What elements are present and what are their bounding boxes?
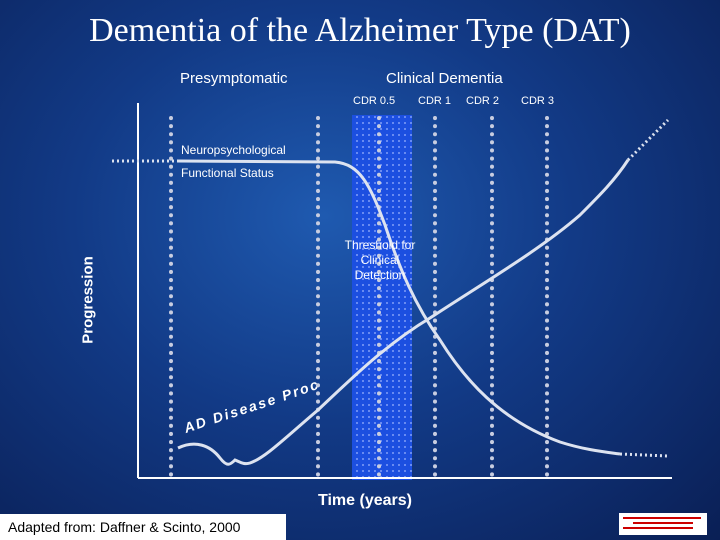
label-ad-disease-process: AD Disease Process [0, 0, 322, 436]
cdr-label-3: CDR 3 [521, 95, 555, 107]
cdr-label-0-5: CDR 0.5 [353, 95, 396, 107]
disease-curve-dotted-end [626, 118, 670, 162]
label-functional-status: Functional Status [181, 166, 274, 180]
label-neuropsychological: Neuropsychological [181, 143, 286, 157]
y-axis-label: Progression [79, 256, 97, 344]
cdr-label-2: CDR 2 [466, 95, 500, 107]
disease-process-curve [177, 159, 630, 466]
publisher-logo [619, 513, 707, 535]
phase-label-clinical-dementia: Clinical Dementia [386, 70, 503, 87]
threshold-label: Threshold for Clinical Detection [344, 238, 416, 282]
threshold-band [352, 115, 412, 480]
phase-label-presymptomatic: Presymptomatic [180, 70, 288, 87]
cdr-dotted-lines [169, 116, 549, 480]
slide-title: Dementia of the Alzheimer Type (DAT) [89, 12, 631, 49]
neuropsychological-functional-decline-curve [177, 159, 621, 456]
source-citation: Adapted from: Daffner & Scinto, 2000 [0, 514, 286, 540]
decline-curve-dotted-end [619, 452, 669, 458]
x-axis-label: Time (years) [318, 492, 412, 509]
cdr-label-1: CDR 1 [418, 95, 452, 107]
